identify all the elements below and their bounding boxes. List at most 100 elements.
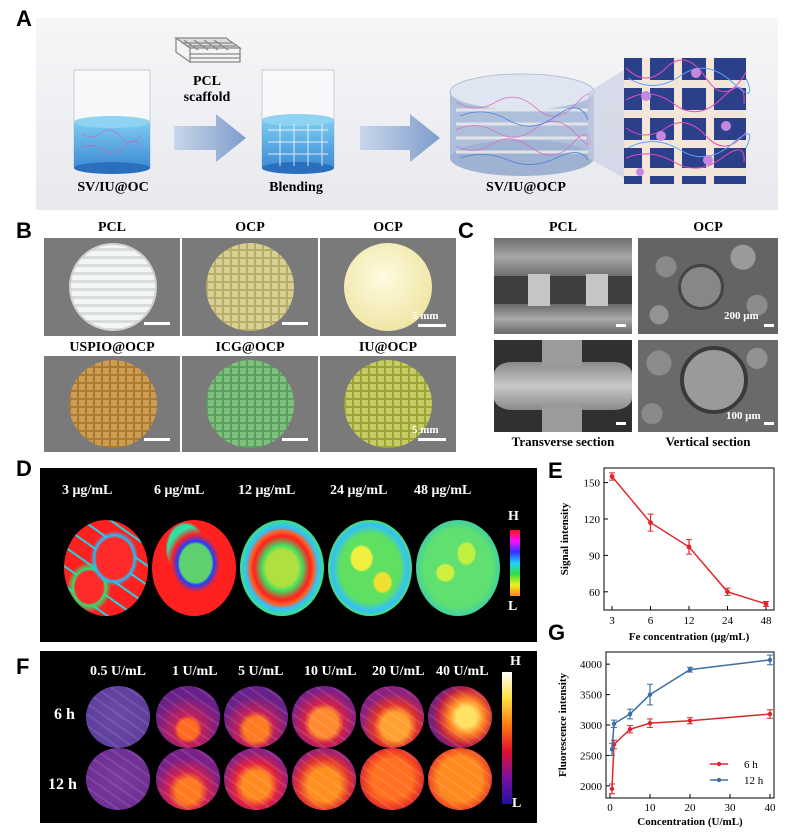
y-tick-label: 90: [589, 550, 601, 562]
photo-title-iu: IU@OCP: [358, 340, 418, 355]
y-tick-label: 2500: [580, 750, 603, 762]
fl-disk: [360, 686, 424, 748]
mri-conc-1: 3 μg/mL: [62, 483, 113, 498]
x-tick-label: 40: [765, 802, 777, 814]
photo-icg-ocp: [182, 356, 318, 452]
fl-disk: [86, 686, 150, 748]
x-tick-label: 48: [761, 615, 773, 627]
fl-conc-2: 1 U/mL: [172, 664, 218, 679]
data-point: [627, 727, 633, 732]
mri-conc-3: 12 μg/mL: [238, 483, 296, 498]
fl-row-6h: 6 h: [54, 706, 75, 723]
sem-title-ocp: OCP: [693, 220, 723, 235]
mri-disk-4: [328, 520, 412, 616]
plot-frame: [603, 467, 775, 611]
series-line: [611, 659, 771, 750]
beaker-1-icon: [73, 69, 151, 174]
fl-conc-1: 0.5 U/mL: [90, 664, 146, 679]
y-axis-label: Fluorescence intensity: [557, 673, 569, 777]
x-tick-label: 30: [725, 802, 737, 814]
legend-marker: [716, 761, 722, 767]
data-point: [687, 667, 693, 672]
panel-label-g: G: [548, 620, 566, 645]
mri-disk-2: [152, 520, 236, 616]
fl-disk: [224, 686, 288, 748]
panel-label-c: C: [458, 218, 474, 243]
step1-label: SV/IU@OC: [77, 180, 149, 195]
panel-label-d: D: [16, 456, 32, 481]
data-point: [686, 544, 692, 550]
sem-scale-top: 200 μm: [724, 310, 759, 322]
panel-label-a: A: [16, 6, 32, 31]
legend-label: 12 h: [744, 775, 764, 787]
scale-text-2: 5 mm: [412, 424, 439, 436]
panel-a-illustration: [73, 37, 751, 184]
legend-label: 6 h: [744, 759, 758, 771]
photo-title-ocp: OCP: [235, 220, 265, 235]
y-tick-label: 150: [584, 478, 601, 490]
photo-pcl: [44, 238, 180, 336]
composite-scaffold-icon: [449, 73, 595, 176]
pcl-scaffold-icon: [173, 37, 243, 64]
step3-label: SV/IU@OCP: [486, 180, 566, 195]
data-point: [687, 718, 693, 723]
legend-marker: [716, 777, 722, 783]
mri-disk-3: [240, 520, 324, 616]
sem-ocp-top: 200 μm: [638, 238, 778, 334]
fl-disk: [156, 686, 220, 748]
photo-title-uspio: USPIO@OCP: [69, 340, 155, 355]
fl-disk: [428, 686, 492, 748]
data-point: [647, 692, 653, 697]
photo-title-ocp-2: OCP: [373, 220, 403, 235]
x-tick-label: 6: [648, 615, 654, 627]
mri-colorbar: [510, 530, 520, 596]
photo-title-pcl: PCL: [98, 220, 126, 235]
photo-ocp-2: 5 mm: [320, 238, 456, 336]
sem-title-pcl: PCL: [549, 220, 577, 235]
scale-text: 5 mm: [412, 310, 439, 322]
photo-iu-ocp: 5 mm: [320, 356, 456, 452]
photo-ocp: [182, 238, 318, 336]
fl-conc-4: 10 U/mL: [304, 664, 357, 679]
step2-label: Blending: [269, 180, 323, 195]
fl-conc-3: 5 U/mL: [238, 664, 284, 679]
fl-disk: [360, 748, 424, 810]
sem-ocp-bottom: 100 μm: [638, 340, 778, 432]
series-line: [611, 713, 771, 789]
x-tick-label: 3: [609, 615, 615, 627]
data-point: [767, 711, 773, 717]
y-tick-label: 2000: [580, 781, 603, 793]
data-point: [611, 721, 617, 726]
y-tick-label: 4000: [580, 659, 603, 671]
caption-transverse: Transverse section: [511, 434, 615, 449]
x-tick-label: 20: [685, 802, 697, 814]
mri-conc-2: 6 μg/mL: [154, 483, 205, 498]
photo-title-icg: ICG@OCP: [215, 340, 285, 355]
fl-conc-6: 40 U/mL: [436, 664, 489, 679]
photo-uspio-ocp: [44, 356, 180, 452]
panel-label-e: E: [548, 458, 563, 483]
y-tick-label: 60: [589, 587, 601, 599]
x-tick-label: 24: [722, 615, 734, 627]
x-tick-label: 0: [607, 802, 613, 814]
fl-disk: [224, 748, 288, 810]
fl-bar-low: L: [512, 796, 522, 811]
zoom-inset-image: [624, 58, 751, 184]
mri-disk-1: [64, 520, 148, 616]
mri-disk-5: [416, 520, 500, 616]
data-point: [647, 720, 653, 726]
mri-bar-low: L: [508, 599, 518, 614]
data-point: [627, 711, 633, 717]
fl-conc-5: 20 U/mL: [372, 664, 425, 679]
sem-pcl-transverse: [494, 238, 632, 334]
beaker-2-icon: [261, 69, 335, 174]
y-tick-label: 3000: [580, 720, 603, 732]
x-tick-label: 12: [684, 615, 695, 627]
data-point: [725, 589, 730, 595]
x-axis-label: Fe concentration (μg/mL): [629, 631, 750, 643]
mri-conc-4: 24 μg/mL: [330, 483, 388, 498]
fl-disk: [156, 748, 220, 810]
data-point: [763, 601, 769, 607]
mri-conc-5: 48 μg/mL: [414, 483, 472, 498]
y-tick-label: 3500: [580, 690, 603, 702]
